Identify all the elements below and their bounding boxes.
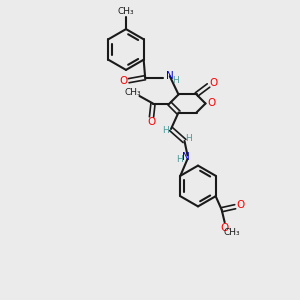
Text: CH₃: CH₃ — [118, 7, 134, 16]
Text: O: O — [210, 78, 218, 88]
Text: O: O — [220, 223, 229, 233]
Text: N: N — [182, 152, 190, 162]
Text: O: O — [236, 200, 245, 210]
Text: H: H — [172, 76, 179, 85]
Text: CH₃: CH₃ — [124, 88, 141, 98]
Text: H: H — [186, 134, 192, 143]
Text: O: O — [147, 117, 156, 128]
Text: H: H — [176, 154, 182, 164]
Text: O: O — [119, 76, 128, 86]
Text: N: N — [166, 71, 174, 81]
Text: CH₃: CH₃ — [224, 228, 241, 237]
Text: O: O — [207, 98, 216, 109]
Text: H: H — [162, 126, 169, 135]
